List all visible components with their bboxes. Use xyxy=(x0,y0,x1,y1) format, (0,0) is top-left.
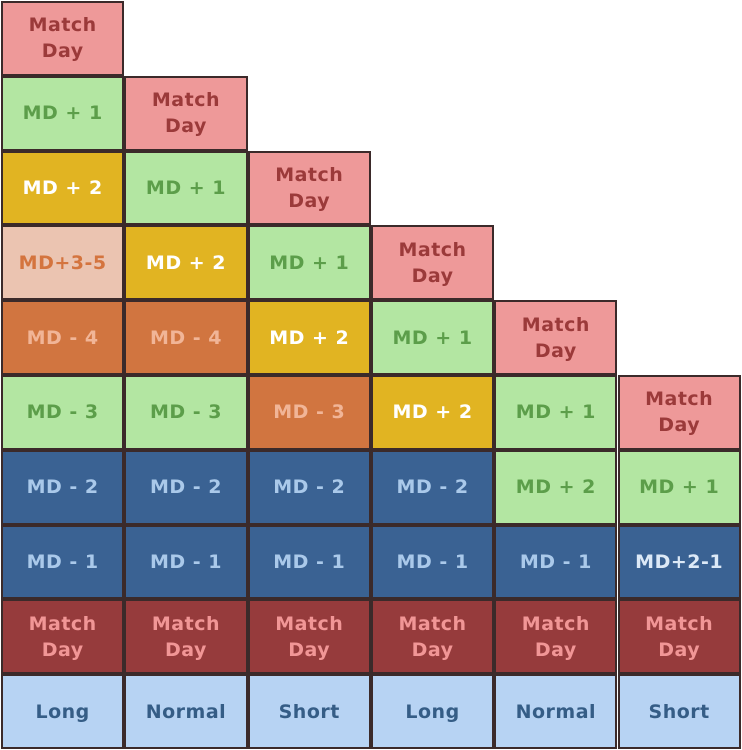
schedule-cell: Match Day xyxy=(1,599,125,675)
schedule-cell: MD - 1 xyxy=(124,524,248,600)
schedule-cell: MD - 1 xyxy=(247,524,371,600)
schedule-cell: MD + 2 xyxy=(494,449,618,525)
schedule-cell: MD+2-1 xyxy=(617,524,741,600)
schedule-cell: MD + 1 xyxy=(247,225,371,301)
schedule-cell: Match Day xyxy=(247,599,371,675)
schedule-cell: MD - 3 xyxy=(247,375,371,450)
schedule-cell: MD - 1 xyxy=(1,524,125,600)
week-type-label: Short xyxy=(617,674,741,749)
schedule-cell: MD + 2 xyxy=(370,375,495,450)
schedule-cell: MD - 3 xyxy=(1,375,125,450)
schedule-cell: MD - 3 xyxy=(124,375,248,450)
schedule-cell: MD + 2 xyxy=(247,300,371,375)
schedule-cell: MD - 4 xyxy=(124,300,248,375)
schedule-cell: Match Day xyxy=(617,375,741,450)
schedule-cell: MD + 1 xyxy=(1,75,125,151)
schedule-cell: MD + 1 xyxy=(617,449,741,525)
schedule-cell: MD + 2 xyxy=(124,225,248,301)
schedule-cell: MD+3-5 xyxy=(1,225,125,301)
schedule-cell: MD + 1 xyxy=(124,150,248,226)
schedule-cell: Match Day xyxy=(124,75,248,151)
week-type-label: Normal xyxy=(494,674,618,749)
schedule-cell: Match Day xyxy=(370,225,495,301)
schedule-cell: Match Day xyxy=(370,599,495,675)
schedule-cell: MD - 2 xyxy=(1,449,125,525)
schedule-cell: Match Day xyxy=(1,1,125,76)
schedule-cell: MD - 1 xyxy=(370,524,495,600)
schedule-cell: MD - 4 xyxy=(1,300,125,375)
schedule-cell: MD - 2 xyxy=(370,449,495,525)
schedule-cell: Match Day xyxy=(124,599,248,675)
week-type-label: Long xyxy=(1,674,125,749)
schedule-cell: MD + 1 xyxy=(494,375,618,450)
schedule-cell: Match Day xyxy=(494,300,618,375)
schedule-cell: MD - 2 xyxy=(124,449,248,525)
schedule-cell: MD + 1 xyxy=(370,300,495,375)
schedule-cell: Match Day xyxy=(494,599,618,675)
schedule-cell: MD + 2 xyxy=(1,150,125,226)
schedule-cell: MD - 2 xyxy=(247,449,371,525)
schedule-cell: Match Day xyxy=(247,150,371,226)
week-type-label: Long xyxy=(370,674,495,749)
week-type-label: Normal xyxy=(124,674,248,749)
schedule-cell: MD - 1 xyxy=(494,524,618,600)
week-type-label: Short xyxy=(247,674,371,749)
schedule-cell: Match Day xyxy=(617,599,741,675)
